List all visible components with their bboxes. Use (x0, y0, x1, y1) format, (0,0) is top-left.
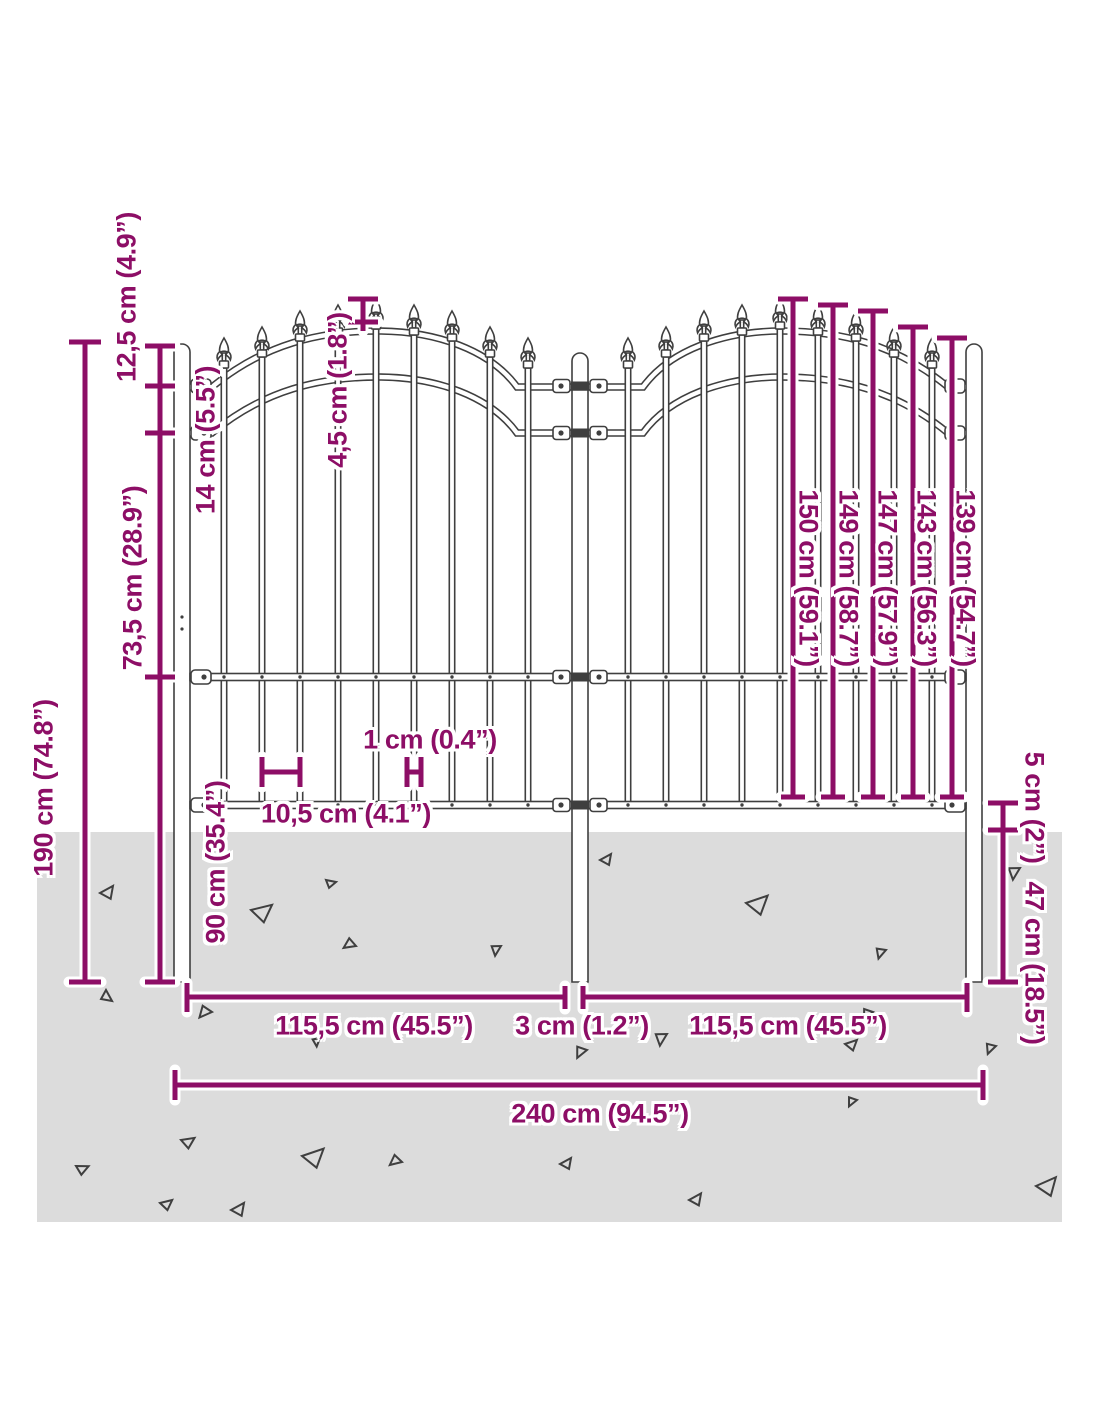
dim-left-panel-width-label: 115,5 cm (45.5”) (275, 1010, 473, 1041)
dim-rail-ground-clearance-label: 5 cm (2”) (1019, 751, 1050, 864)
dim-picket-height-150-label: 150 cm (59.1”) (793, 489, 824, 667)
dim-post-top-offset-label: 12,5 cm (4.9”) (111, 212, 142, 382)
spear-finial-icon (622, 336, 634, 355)
dim-total-width-label: 240 cm (94.5”) (511, 1098, 689, 1129)
spear-finial-icon (446, 309, 458, 328)
spear-finial-icon (256, 325, 268, 344)
spear-finial-icon (774, 297, 786, 316)
picket (520, 336, 536, 804)
dim-picket-gap-label: 10,5 cm (4.1”) (261, 798, 431, 829)
spear-finial-icon (484, 325, 496, 344)
fence-posts (173, 343, 983, 983)
spear-finial-icon (850, 309, 862, 328)
spear-finial-icon (522, 336, 534, 355)
dim-right-panel-width-label: 115,5 cm (45.5”) (689, 1010, 887, 1041)
picket (734, 303, 750, 804)
spear-finial-icon (332, 303, 344, 322)
dim-rail-spacing-label: 14 cm (5.5”) (190, 365, 221, 515)
gravel-triangles (74, 852, 1058, 1218)
picket (620, 336, 636, 804)
dim-center-gap-label: 3 cm (1.2”) (515, 1010, 649, 1041)
picket (658, 325, 674, 804)
dim-picket-height-143-label: 143 cm (56.3”) (911, 489, 942, 667)
ground (37, 832, 1062, 1222)
spear-finial-icon (926, 336, 938, 355)
dim-picket-height-147-label: 147 cm (57.9”) (872, 489, 903, 667)
dim-spear-offset-label: 4,5 cm (1.8”) (322, 312, 353, 468)
spear-finial-icon (812, 303, 824, 322)
spear-finial-icon (698, 309, 710, 328)
dim-lower-section-label: 90 cm (35.4”) (200, 780, 231, 944)
dim-underground-depth-label: 47 cm (18.5”) (1019, 881, 1050, 1045)
spear-finial-icon (294, 309, 306, 328)
dimension-lines (69, 296, 1018, 1100)
spear-finial-icon (660, 325, 672, 344)
dim-picket-height-139-label: 139 cm (54.7”) (950, 489, 981, 667)
spear-finial-icon (736, 303, 748, 322)
dim-upper-section-label: 73,5 cm (28.9”) (117, 485, 148, 671)
spear-finial-icon (408, 303, 420, 322)
dim-overall-height-label: 190 cm (74.8”) (28, 699, 59, 877)
spear-finial-icon (370, 297, 382, 316)
dim-picket-height-149-label: 149 cm (58.7”) (833, 489, 864, 667)
spear-finial-icon (218, 336, 230, 355)
spear-finial-icon (888, 325, 900, 344)
dim-picket-width-label: 1 cm (0.4”) (363, 724, 497, 755)
dim-ground-depth-labels: 5 cm (2”) 47 cm (18.5”) (1019, 752, 1050, 1045)
